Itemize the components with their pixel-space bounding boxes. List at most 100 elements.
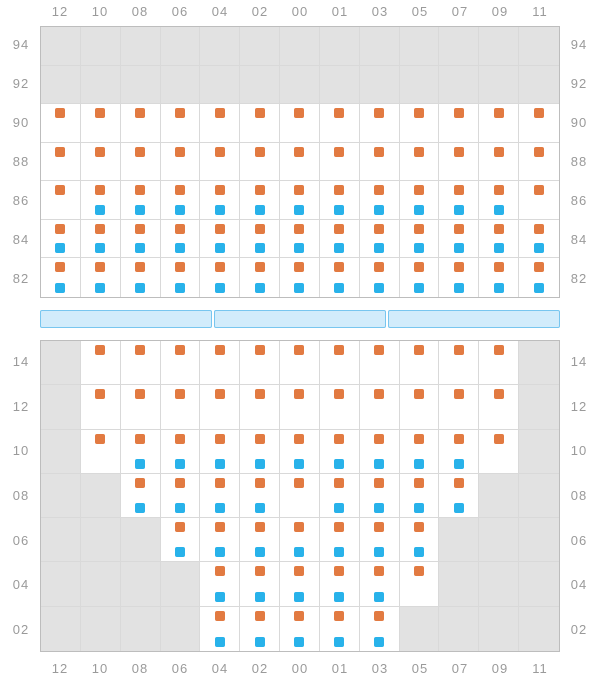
seat-cell[interactable] [320,143,360,182]
seat-cell[interactable] [280,607,320,651]
seat-cell[interactable] [200,430,240,474]
seat-cell[interactable] [479,104,519,143]
seat-cell[interactable] [161,562,201,606]
seat-cell[interactable] [439,430,479,474]
seat-cell[interactable] [280,518,320,562]
seat-cell[interactable] [81,474,121,518]
seat-cell[interactable] [479,27,519,66]
seat-cell[interactable] [240,341,280,385]
seat-cell[interactable] [360,181,400,220]
seat-cell[interactable] [320,104,360,143]
seat-cell[interactable] [439,341,479,385]
seat-cell[interactable] [320,518,360,562]
seat-cell[interactable] [81,341,121,385]
seat-cell[interactable] [439,518,479,562]
seat-cell[interactable] [519,607,559,651]
seat-cell[interactable] [400,474,440,518]
seat-cell[interactable] [280,474,320,518]
seat-cell[interactable] [400,66,440,105]
seat-cell[interactable] [320,27,360,66]
seat-cell[interactable] [439,27,479,66]
seat-cell[interactable] [200,66,240,105]
seat-cell[interactable] [280,181,320,220]
seat-cell[interactable] [519,143,559,182]
seat-cell[interactable] [41,474,81,518]
seat-cell[interactable] [200,607,240,651]
seat-cell[interactable] [161,341,201,385]
seat-cell[interactable] [439,104,479,143]
seat-cell[interactable] [240,607,280,651]
seat-cell[interactable] [240,66,280,105]
seat-cell[interactable] [161,27,201,66]
seat-cell[interactable] [280,385,320,429]
seat-cell[interactable] [479,143,519,182]
seat-cell[interactable] [161,258,201,297]
seat-cell[interactable] [400,143,440,182]
seat-cell[interactable] [81,385,121,429]
seat-cell[interactable] [161,607,201,651]
seat-cell[interactable] [400,430,440,474]
seat-cell[interactable] [519,27,559,66]
seat-cell[interactable] [280,104,320,143]
seat-cell[interactable] [439,258,479,297]
seat-cell[interactable] [200,562,240,606]
seat-cell[interactable] [400,562,440,606]
seat-cell[interactable] [479,220,519,259]
seat-cell[interactable] [200,258,240,297]
seat-cell[interactable] [161,181,201,220]
seat-cell[interactable] [280,27,320,66]
seat-cell[interactable] [479,607,519,651]
seat-cell[interactable] [400,220,440,259]
seat-cell[interactable] [240,385,280,429]
seat-cell[interactable] [479,474,519,518]
seat-cell[interactable] [280,143,320,182]
seat-cell[interactable] [360,562,400,606]
seat-cell[interactable] [280,258,320,297]
seat-cell[interactable] [121,518,161,562]
seat-cell[interactable] [519,258,559,297]
seat-cell[interactable] [439,474,479,518]
seat-cell[interactable] [240,258,280,297]
seat-cell[interactable] [400,518,440,562]
seat-cell[interactable] [41,562,81,606]
seat-cell[interactable] [81,518,121,562]
seat-cell[interactable] [479,518,519,562]
seat-cell[interactable] [81,430,121,474]
seat-cell[interactable] [121,607,161,651]
seat-cell[interactable] [240,27,280,66]
seat-cell[interactable] [519,518,559,562]
seat-cell[interactable] [161,385,201,429]
seat-cell[interactable] [479,341,519,385]
seat-cell[interactable] [41,518,81,562]
seat-cell[interactable] [360,518,400,562]
seat-cell[interactable] [280,341,320,385]
seat-cell[interactable] [320,385,360,429]
seat-cell[interactable] [360,607,400,651]
seat-cell[interactable] [360,430,400,474]
seat-cell[interactable] [240,474,280,518]
seat-cell[interactable] [121,430,161,474]
seat-cell[interactable] [360,385,400,429]
seat-cell[interactable] [479,562,519,606]
seat-cell[interactable] [121,143,161,182]
seat-cell[interactable] [320,430,360,474]
seat-cell[interactable] [320,562,360,606]
seat-cell[interactable] [41,220,81,259]
seat-cell[interactable] [280,430,320,474]
seat-cell[interactable] [81,562,121,606]
seat-cell[interactable] [280,562,320,606]
seat-cell[interactable] [240,143,280,182]
seat-cell[interactable] [439,181,479,220]
seat-cell[interactable] [360,66,400,105]
seat-cell[interactable] [41,104,81,143]
seat-cell[interactable] [121,474,161,518]
seat-cell[interactable] [200,143,240,182]
seat-cell[interactable] [161,104,201,143]
seat-cell[interactable] [479,181,519,220]
seat-cell[interactable] [200,104,240,143]
seat-cell[interactable] [200,181,240,220]
seat-cell[interactable] [41,258,81,297]
seat-cell[interactable] [41,27,81,66]
seat-cell[interactable] [200,341,240,385]
seat-cell[interactable] [479,258,519,297]
